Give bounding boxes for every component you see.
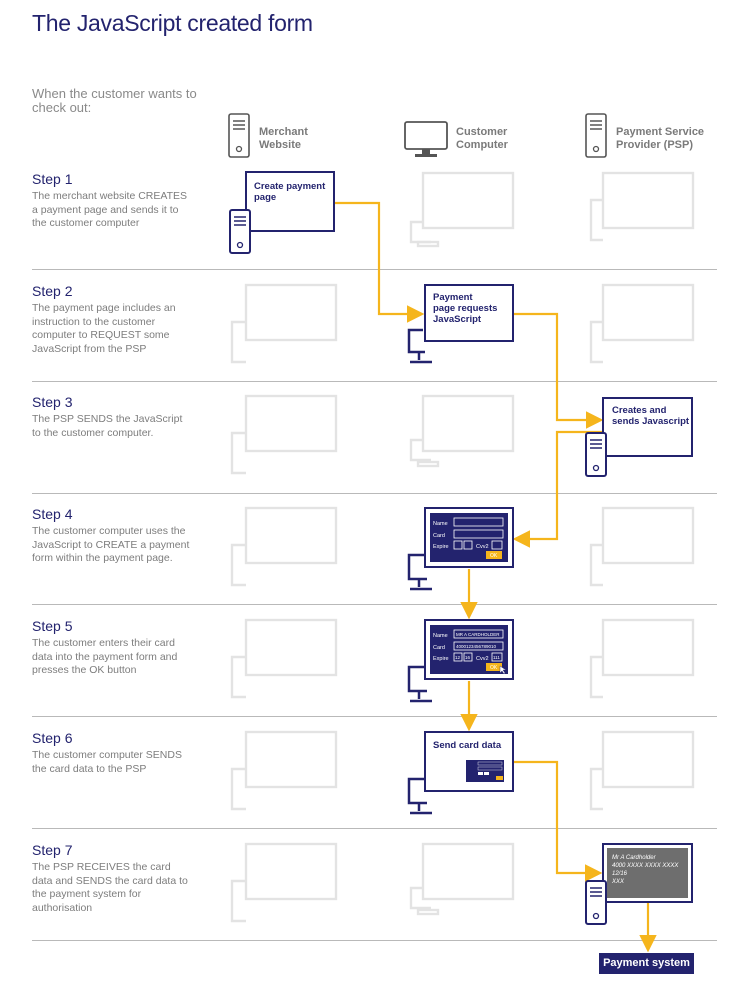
box-label: Create payment	[254, 181, 326, 192]
box-label: sends Javascript	[612, 416, 690, 427]
divider	[32, 269, 717, 270]
divider	[32, 493, 717, 494]
box-label: Creates and	[612, 405, 667, 416]
svg-text:Expire: Expire	[433, 656, 449, 662]
payment-requests-box: Payment page requests JavaScript	[407, 284, 514, 364]
step-6-text: The customer computer SENDS the card dat…	[32, 749, 182, 775]
cursor-icon	[499, 665, 507, 675]
divider	[32, 716, 717, 717]
payment-system-badge: Payment system	[599, 953, 694, 974]
svg-text:OK: OK	[490, 665, 498, 671]
svg-text:111: 111	[493, 655, 500, 660]
box-label: Payment	[433, 292, 473, 303]
svg-text:Expire: Expire	[433, 544, 449, 550]
svg-text:16: 16	[465, 655, 471, 660]
svg-text:OK: OK	[490, 553, 498, 559]
column-header-customer: Customer Computer	[456, 126, 508, 151]
svg-text:12/16: 12/16	[612, 871, 628, 877]
box-label: Send card data	[433, 740, 502, 751]
step-4-title: Step 4	[32, 506, 73, 522]
step-2-title: Step 2	[32, 283, 73, 299]
svg-text:12: 12	[455, 655, 461, 660]
svg-text:Name: Name	[433, 521, 448, 527]
psp-receipt-box: Mr A Cardholder 4000 XXXX XXXX XXXX 12/1…	[602, 843, 693, 903]
box-label: page requests	[433, 303, 497, 314]
payment-form-empty: Name Card Expire Cvv2 OK	[407, 507, 514, 591]
step-3-title: Step 3	[32, 394, 73, 410]
divider	[32, 828, 717, 829]
page-title: The JavaScript created form	[32, 10, 313, 36]
server-icon	[585, 113, 607, 158]
step-1-title: Step 1	[32, 171, 73, 187]
svg-text:4000123456789010: 4000123456789010	[456, 644, 497, 649]
box-label: JavaScript	[433, 314, 482, 325]
step-2-text: The payment page includes an instruction…	[32, 302, 176, 355]
svg-text:Cvv2: Cvv2	[476, 656, 489, 662]
svg-text:Cvv2: Cvv2	[476, 544, 489, 550]
svg-text:Card: Card	[433, 645, 445, 651]
box-label: page	[254, 192, 276, 203]
divider	[32, 940, 717, 941]
step-5-title: Step 5	[32, 618, 73, 634]
step-3-text: The PSP SENDS the JavaScript to the cust…	[32, 413, 183, 439]
flow-arrows	[334, 201, 657, 953]
send-card-data-box: Send card data	[407, 731, 514, 815]
server-icon	[585, 880, 607, 925]
step-5-text: The customer enters their card data into…	[32, 637, 178, 677]
svg-text:Card: Card	[433, 533, 445, 539]
step-4-text: The customer computer uses the JavaScrip…	[32, 525, 190, 565]
svg-text:MR A CARDHOLDER: MR A CARDHOLDER	[456, 632, 500, 637]
svg-text:Mr A Cardholder: Mr A Cardholder	[612, 855, 657, 861]
step-1-text: The merchant website CREATES a payment p…	[32, 190, 188, 230]
ghost-placeholders	[230, 171, 695, 923]
payment-form-filled: Name MR A CARDHOLDER Card 40001234567890…	[407, 619, 514, 703]
svg-text:4000 XXXX XXXX XXXX: 4000 XXXX XXXX XXXX	[612, 863, 679, 869]
divider	[32, 381, 717, 382]
server-icon	[229, 209, 251, 254]
intro-text: When the customer wants to check out:	[32, 86, 197, 115]
divider	[32, 604, 717, 605]
svg-text:XXX: XXX	[611, 879, 625, 885]
step-6-title: Step 6	[32, 730, 73, 746]
column-header-psp: Payment Service Provider (PSP)	[616, 126, 705, 151]
svg-text:Name: Name	[433, 633, 448, 639]
step-7-title: Step 7	[32, 842, 73, 858]
create-payment-page-box: Create payment page	[245, 171, 335, 232]
monitor-icon	[404, 121, 448, 157]
step-7-text: The PSP RECEIVES the card data and SENDS…	[32, 861, 188, 914]
server-icon	[228, 113, 250, 158]
creates-sends-box: Creates and sends Javascript	[602, 397, 693, 457]
column-header-merchant: Merchant Website	[259, 126, 308, 151]
server-icon	[585, 432, 607, 477]
